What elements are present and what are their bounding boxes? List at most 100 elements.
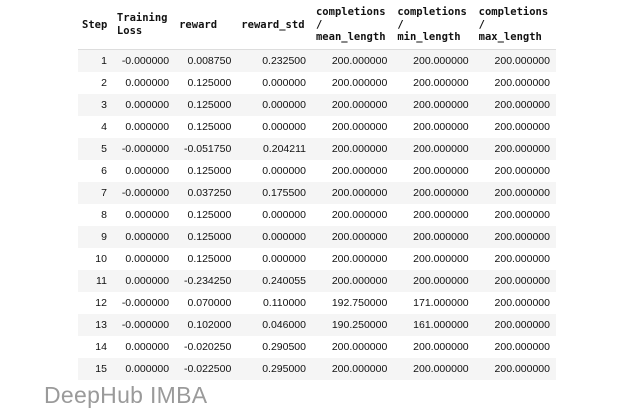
table-cell: 200.000000 (413, 98, 469, 111)
table-cell: 200.000000 (331, 274, 388, 287)
table-cell: 200.000000 (494, 274, 550, 287)
table-row: 5 -0.000000 -0.051750 0.204211 200.000000 200… (78, 137, 556, 160)
table-cell: 200.000000 (413, 120, 469, 133)
column-header-line: / (397, 18, 404, 31)
table-cell: 13 (95, 318, 107, 331)
table-cell: 6 (101, 164, 107, 177)
table-cell: -0.000000 (121, 318, 170, 331)
table-cell: 0.000000 (125, 340, 170, 353)
table-row: 10 0.000000 0.125000 0.000000 200.000000 200.… (78, 248, 556, 270)
table-cell: -0.000000 (121, 186, 170, 199)
column-header-line: / (478, 18, 485, 31)
table-cell: 200.000000 (331, 98, 388, 111)
table-cell: 0.232500 (262, 54, 306, 67)
table-row: 6 0.000000 0.125000 0.000000 200.000000 200.0… (78, 160, 556, 182)
table-cell: 200.000000 (413, 142, 469, 155)
table-cell: 0.295000 (262, 362, 306, 375)
column-header-line: Step (82, 18, 108, 31)
table-cell: 15 (95, 362, 107, 375)
table-cell: 7 (101, 186, 107, 199)
table-cell: 12 (95, 296, 107, 309)
table-cell: 0.125000 (187, 230, 232, 243)
table-cell: 0.000000 (125, 230, 170, 243)
table-row: 15 0.000000 -0.022500 0.295000 200.000000 200… (78, 357, 556, 380)
column-header-line: completions (478, 6, 549, 18)
table-row: 1 -0.000000 0.008750 0.232500 200.000000 200.… (78, 49, 556, 72)
table-row: 2 0.000000 0.125000 0.000000 200.000000 200.0… (78, 72, 556, 94)
table-cell: 2 (101, 76, 107, 89)
table-cell: -0.234250 (184, 274, 232, 287)
table-cell: 0.046000 (262, 318, 306, 331)
table-cell: 0.000000 (262, 164, 306, 177)
table-cell: 200.000000 (413, 186, 469, 199)
table-cell: 200.000000 (413, 76, 469, 89)
table-row: 9 0.000000 0.125000 0.000000 200.000000 200.0… (78, 225, 556, 248)
table-cell: 0.000000 (262, 76, 306, 89)
table-cell: 0.000000 (125, 252, 170, 265)
table-cell: 192.750000 (331, 296, 388, 309)
table-cell: 0.000000 (125, 362, 170, 375)
table-cell: 14 (95, 340, 107, 353)
table-cell: 200.000000 (494, 120, 550, 133)
table-cell: 0.125000 (187, 164, 232, 177)
table-cell: 200.000000 (331, 230, 388, 243)
table-cell: 3 (101, 98, 107, 111)
table-row: 11 0.000000 -0.234250 0.240055 200.000000 200… (78, 269, 556, 292)
table-cell: 4 (101, 120, 107, 133)
table-cell: 200.000000 (494, 98, 550, 111)
table-row: 13 -0.000000 0.102000 0.046000 190.250000 161… (78, 313, 556, 336)
table-row: 7 -0.000000 0.037250 0.175500 200.000000 200.… (78, 181, 556, 204)
table-cell: 200.000000 (494, 164, 550, 177)
table-cell: 200.000000 (331, 164, 388, 177)
table-cell: 0.037250 (187, 186, 232, 199)
table-cell: 200.000000 (331, 186, 388, 199)
table-cell: 200.000000 (413, 362, 469, 375)
table-cell: 0.125000 (187, 120, 232, 133)
table-cell: 0.000000 (262, 208, 306, 221)
table-cell: -0.000000 (121, 142, 170, 155)
table-cell: 200.000000 (331, 76, 388, 89)
table-cell: 200.000000 (413, 164, 469, 177)
table-row: 12 -0.000000 0.070000 0.110000 192.750000 171… (78, 292, 556, 314)
table-cell: 0.070000 (187, 296, 232, 309)
table-cell: 200.000000 (331, 120, 388, 133)
column-header-line: completions (315, 6, 386, 18)
table-cell: 200.000000 (494, 142, 550, 155)
table-cell: 0.000000 (262, 98, 306, 111)
table-cell: 11 (96, 274, 107, 287)
table-cell: 200.000000 (413, 230, 469, 243)
column-header-line: mean_length (315, 31, 386, 43)
column-header: reward_std (237, 4, 312, 50)
table-cell: -0.051750 (184, 142, 232, 155)
table-cell: 0.125000 (187, 252, 232, 265)
table-cell: 200.000000 (494, 186, 550, 199)
table-cell: 200.000000 (331, 362, 388, 375)
table-cell: 0.000000 (125, 98, 170, 111)
table-cell: 0.000000 (262, 230, 306, 243)
table-cell: 190.250000 (331, 318, 388, 331)
table-cell: 200.000000 (494, 362, 550, 375)
table-cell: 5 (101, 142, 107, 155)
table-cell: 0.000000 (262, 252, 306, 265)
table-cell: 0.290500 (262, 340, 306, 353)
table-cell: 200.000000 (494, 76, 550, 89)
table-cell: 0.204211 (262, 142, 306, 155)
column-header-line: min_length (397, 31, 461, 43)
table-cell: 171.000000 (413, 296, 469, 309)
column-header-line: completions (397, 6, 467, 18)
table-cell: 161.000000 (413, 318, 469, 331)
table-cell: 200.000000 (413, 274, 469, 287)
table-row: 14 0.000000 -0.020250 0.290500 200.000000 200… (78, 336, 556, 358)
table-cell: 10 (95, 252, 107, 265)
column-header-line: reward (179, 18, 218, 31)
column-header: Step (78, 4, 113, 50)
table-cell: 200.000000 (331, 142, 388, 155)
table-cell: 200.000000 (331, 208, 388, 221)
table-cell: 200.000000 (331, 252, 388, 265)
table-cell: 200.000000 (494, 340, 550, 353)
table-cell: 0.000000 (262, 120, 306, 133)
table-cell: 8 (101, 208, 107, 221)
table-cell: 200.000000 (494, 318, 550, 331)
column-header: reward (175, 4, 238, 50)
table-cell: 0.000000 (125, 76, 170, 89)
